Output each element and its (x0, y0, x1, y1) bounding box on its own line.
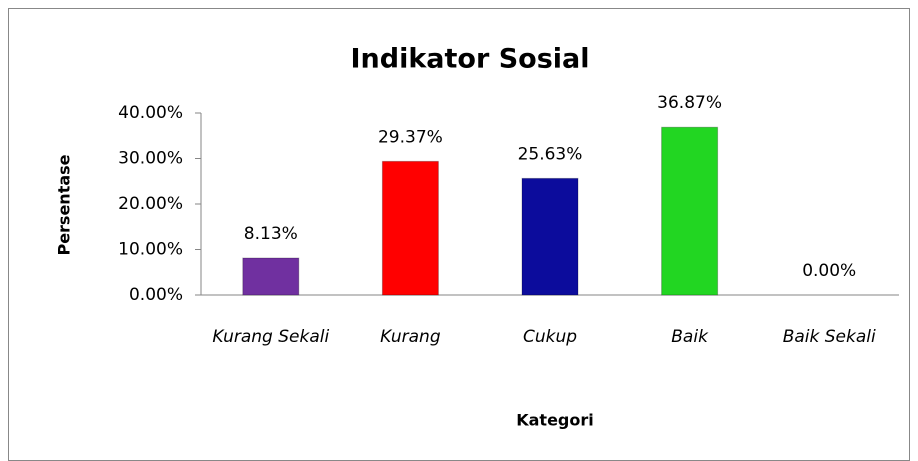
y-tick-label: 10.00% (118, 240, 183, 260)
value-label: 0.00% (802, 261, 856, 281)
value-label: 36.87% (657, 93, 722, 113)
x-tick-label: Baik (671, 327, 709, 347)
bar (242, 257, 300, 296)
y-tick-label: 40.00% (118, 103, 183, 123)
bar (521, 177, 579, 296)
x-axis-label: Kategori (516, 411, 594, 430)
y-tick-label: 30.00% (118, 149, 183, 169)
y-axis-label: Persentase (55, 154, 74, 255)
bar (381, 160, 439, 296)
value-label: 29.37% (378, 127, 443, 147)
value-label: 25.63% (518, 144, 583, 164)
x-tick-label: Cukup (523, 327, 577, 347)
x-tick-label: Baik Sekali (783, 327, 876, 347)
chart-title: Indikator Sosial (351, 44, 590, 75)
y-tick-label: 0.00% (129, 285, 183, 305)
chart-frame (8, 8, 910, 461)
x-tick-label: Kurang Sekali (212, 327, 329, 347)
value-label: 8.13% (244, 224, 298, 244)
bar (661, 126, 719, 296)
x-tick-label: Kurang (380, 327, 441, 347)
y-tick-label: 20.00% (118, 194, 183, 214)
